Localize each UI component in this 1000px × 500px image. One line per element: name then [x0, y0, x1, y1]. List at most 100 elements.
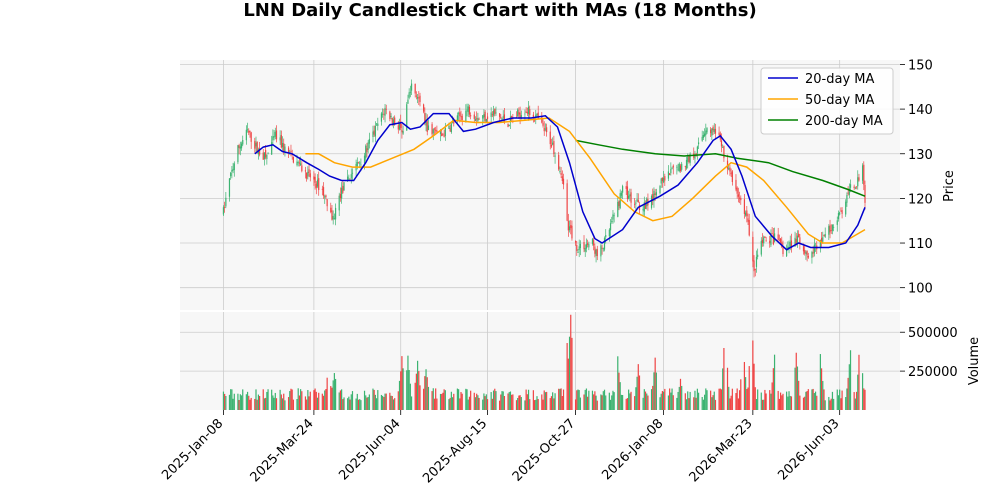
candle-body: [811, 252, 813, 258]
candle-body: [608, 229, 610, 237]
candle-body: [474, 119, 477, 121]
volume-bar: [281, 398, 284, 410]
volume-bar: [456, 388, 458, 410]
volume-bar: [308, 396, 310, 410]
candle-body: [492, 110, 495, 116]
candle-body: [579, 243, 582, 249]
volume-bars: [222, 314, 866, 410]
candle-body: [559, 171, 561, 172]
volume-bar: [283, 393, 285, 410]
volume-bar: [802, 397, 805, 410]
candle-body: [778, 240, 780, 242]
volume-bar: [567, 358, 569, 410]
candle-body: [654, 193, 656, 195]
candle-body: [819, 240, 821, 249]
volume-bar: [822, 380, 824, 410]
x-tick-label: 2025-Jan-08: [159, 416, 226, 483]
volume-bar: [730, 395, 732, 410]
candle-body: [423, 104, 425, 112]
legend-label-ma50: 50-day MA: [805, 93, 874, 108]
candle-body: [611, 221, 613, 222]
volume-bar: [265, 397, 267, 410]
candle-body: [822, 237, 824, 242]
volume-bar: [814, 391, 817, 410]
volume-bar: [372, 388, 374, 410]
candle-body: [408, 92, 410, 98]
volume-bar: [752, 340, 754, 410]
volume-bar: [603, 389, 606, 410]
candle-body: [863, 164, 865, 185]
candle-body: [222, 207, 225, 215]
candle-body: [824, 234, 826, 237]
volume-bar: [845, 397, 847, 410]
candle-body: [577, 251, 579, 253]
candlesticks: [222, 79, 866, 278]
candle-body: [566, 183, 568, 221]
candle-body: [653, 190, 655, 202]
volume-bar: [478, 397, 480, 410]
volume-bar: [349, 399, 351, 410]
volume-bar: [237, 393, 239, 410]
volume-bar: [307, 390, 309, 410]
volume-bar: [594, 391, 596, 410]
volume-bar: [726, 367, 729, 410]
volume-bar: [374, 394, 376, 410]
volume-bar: [660, 393, 662, 410]
candle-body: [536, 114, 538, 115]
volume-bar: [465, 388, 467, 410]
volume-bar: [501, 391, 503, 410]
candle-body: [677, 168, 679, 170]
candle-body: [782, 247, 784, 255]
ma50-line: [305, 117, 866, 244]
candle-body: [561, 176, 563, 181]
volume-bar: [765, 393, 767, 410]
candle-body: [667, 171, 670, 179]
volume-bar: [718, 388, 720, 410]
candle-body: [520, 115, 522, 119]
candle-body: [509, 116, 512, 123]
volume-bar: [366, 397, 368, 410]
candle-body: [670, 168, 672, 174]
volume-bar: [693, 397, 695, 410]
volume-bar: [819, 354, 821, 410]
candle-body: [248, 130, 250, 133]
volume-bar: [363, 390, 366, 410]
volume-bar: [858, 354, 860, 410]
volume-bar: [280, 394, 282, 410]
candle-body: [718, 132, 720, 135]
candle-body: [596, 249, 598, 257]
volume-bar: [402, 368, 404, 410]
candle-body: [595, 249, 597, 256]
candle-body: [729, 167, 731, 172]
volume-bar: [722, 368, 724, 410]
candle-body: [558, 154, 560, 170]
volume-bar: [231, 389, 233, 410]
candle-body: [836, 220, 838, 225]
volume-bar: [706, 390, 708, 410]
volume-bar: [588, 390, 590, 410]
candle-body: [397, 125, 399, 130]
x-tick-label: 2025-Jun-04: [336, 416, 403, 483]
volume-bar: [558, 388, 560, 410]
volume-bar: [273, 397, 275, 410]
candle-body: [731, 171, 733, 182]
volume-bar: [636, 376, 638, 410]
volume-bar: [532, 390, 534, 410]
candle-body: [588, 244, 590, 248]
candle-body: [609, 223, 612, 231]
volume-bar: [224, 393, 226, 410]
volume-bar: [271, 389, 273, 410]
candle-body: [601, 247, 603, 249]
candle-body: [619, 193, 621, 209]
volume-bar: [313, 390, 315, 410]
candle-body: [600, 245, 602, 257]
volume-bar: [529, 399, 531, 410]
volume-bar: [635, 387, 637, 410]
candle-body: [368, 138, 370, 144]
volume-bar: [688, 398, 690, 410]
volume-bar: [637, 364, 639, 410]
candle-body: [250, 132, 252, 142]
volume-bar: [459, 398, 461, 410]
volume-bar: [347, 398, 349, 410]
candle-body: [761, 239, 764, 244]
